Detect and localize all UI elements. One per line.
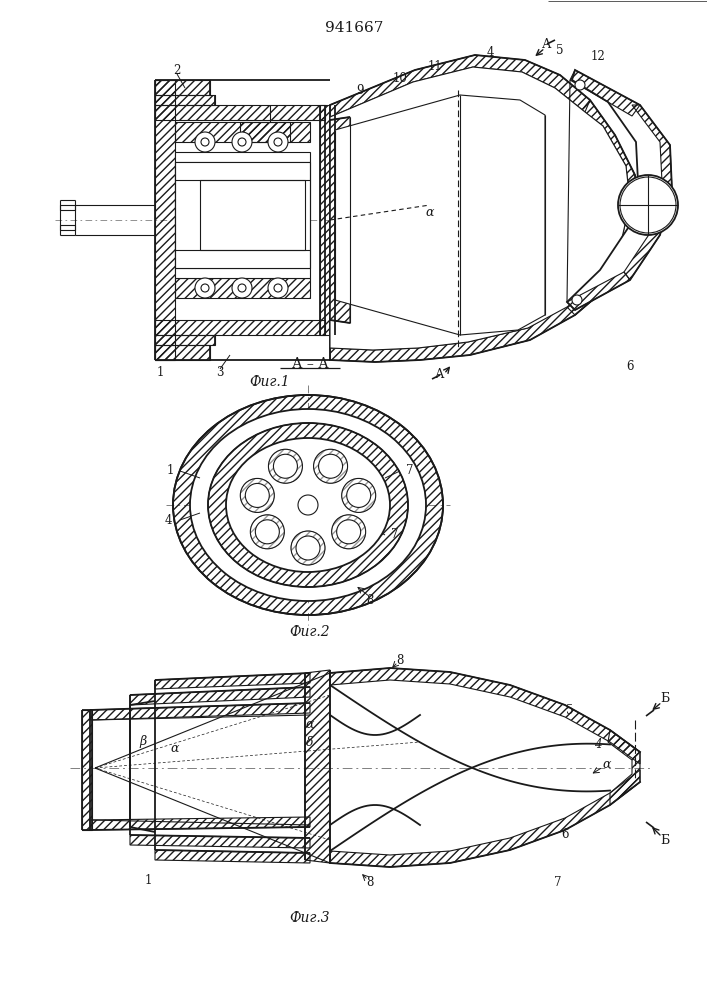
Text: Фиг.3: Фиг.3 <box>290 911 330 925</box>
Ellipse shape <box>226 438 390 572</box>
Circle shape <box>268 278 288 298</box>
Circle shape <box>298 495 318 515</box>
Text: 6: 6 <box>561 828 568 842</box>
Circle shape <box>201 138 209 146</box>
Circle shape <box>575 80 585 90</box>
Polygon shape <box>567 70 672 310</box>
Circle shape <box>274 454 298 478</box>
Text: Фиг.1: Фиг.1 <box>250 375 291 389</box>
Polygon shape <box>175 152 310 162</box>
Polygon shape <box>335 95 545 335</box>
Text: 12: 12 <box>590 50 605 64</box>
Text: Б: Б <box>660 692 670 704</box>
Text: А – А: А – А <box>291 357 328 371</box>
Text: 8: 8 <box>366 876 374 888</box>
Text: 4: 4 <box>486 46 493 60</box>
Circle shape <box>238 284 246 292</box>
Circle shape <box>274 138 282 146</box>
Polygon shape <box>60 205 75 210</box>
Text: 1: 1 <box>144 874 152 886</box>
Text: Б: Б <box>660 834 670 846</box>
Circle shape <box>201 284 209 292</box>
Text: А: А <box>542 38 551 51</box>
Text: 10: 10 <box>392 72 407 85</box>
Circle shape <box>268 132 288 152</box>
Polygon shape <box>175 162 310 268</box>
Text: А: А <box>436 368 445 381</box>
Polygon shape <box>60 225 75 230</box>
Text: 7: 7 <box>407 464 414 477</box>
Circle shape <box>232 132 252 152</box>
Text: 3: 3 <box>216 365 223 378</box>
Text: 4: 4 <box>595 738 602 752</box>
Text: 8: 8 <box>397 654 404 666</box>
Circle shape <box>238 138 246 146</box>
Text: α: α <box>603 758 612 772</box>
Text: 1: 1 <box>166 464 174 477</box>
Circle shape <box>319 454 343 478</box>
Text: α: α <box>426 206 434 219</box>
Circle shape <box>245 483 269 507</box>
Circle shape <box>255 520 279 544</box>
Circle shape <box>274 284 282 292</box>
Polygon shape <box>330 55 638 362</box>
Circle shape <box>572 295 582 305</box>
Circle shape <box>346 483 370 507</box>
Ellipse shape <box>190 409 426 601</box>
Circle shape <box>337 520 361 544</box>
Text: 2: 2 <box>173 64 181 77</box>
Polygon shape <box>175 268 310 278</box>
Text: 5: 5 <box>556 43 563 56</box>
Text: 5: 5 <box>566 704 574 716</box>
Text: α: α <box>305 718 314 732</box>
Text: 11: 11 <box>428 60 443 74</box>
Text: 7: 7 <box>391 528 399 542</box>
Circle shape <box>618 175 678 235</box>
Circle shape <box>195 132 215 152</box>
Circle shape <box>620 177 676 233</box>
Text: 8: 8 <box>366 593 374 606</box>
Text: 7: 7 <box>554 876 562 888</box>
Text: δ: δ <box>306 736 314 748</box>
Circle shape <box>296 536 320 560</box>
Text: 4: 4 <box>164 514 172 526</box>
Text: 6: 6 <box>626 360 633 373</box>
Text: 9: 9 <box>356 84 363 97</box>
Text: α: α <box>171 742 180 754</box>
Text: Фиг.2: Фиг.2 <box>290 625 330 639</box>
Text: 1: 1 <box>156 365 164 378</box>
Polygon shape <box>200 180 305 250</box>
Circle shape <box>232 278 252 298</box>
Circle shape <box>195 278 215 298</box>
Polygon shape <box>330 67 630 350</box>
Text: 941667: 941667 <box>325 21 383 35</box>
Text: β: β <box>139 736 146 748</box>
